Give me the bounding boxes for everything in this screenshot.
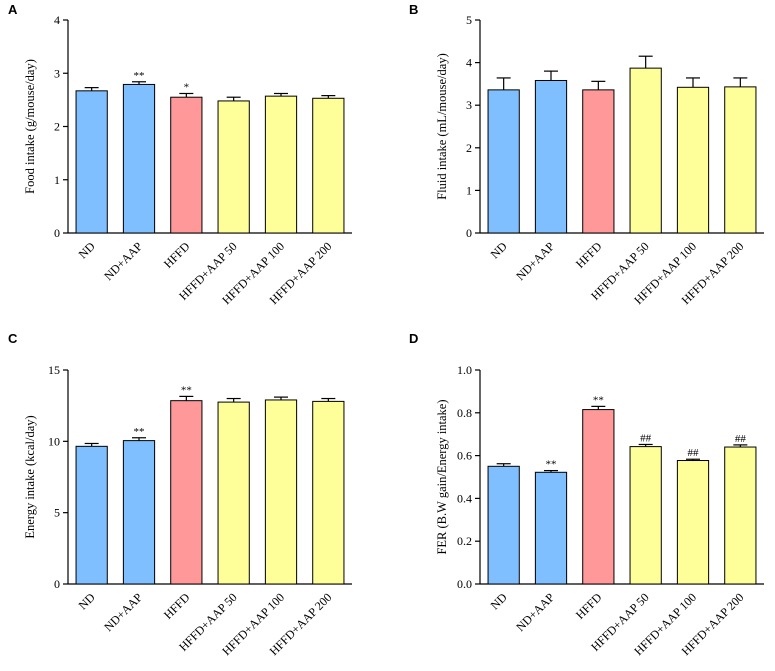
bar-6 — [312, 97, 345, 234]
bar-6 — [724, 446, 757, 585]
bar-2 — [534, 471, 568, 585]
bar-5 — [264, 95, 298, 234]
y-tick-label: 0.0 — [457, 577, 472, 591]
y-tick-label: 0.4 — [457, 491, 472, 505]
y-tick-label: 0 — [54, 226, 60, 240]
bar-6 — [724, 86, 757, 234]
panel-letter: B — [409, 2, 418, 17]
y-tick-label: 1.0 — [457, 363, 472, 377]
bar-1 — [75, 90, 108, 234]
bar-3 — [582, 89, 615, 234]
bar-3 — [170, 96, 203, 234]
x-tick-label: ND+AAP — [101, 590, 145, 634]
y-tick-label: 4 — [466, 56, 472, 70]
bar-4 — [629, 67, 662, 234]
x-tick-label: ND+AAP — [101, 239, 145, 283]
x-tick-label: ND+AAP — [513, 590, 557, 634]
y-axis-title: Fluid intake (mL/mouse/day) — [435, 53, 449, 200]
panel-b: B 0 1 2 3 4 5 Fluid intake (mL/mouse/day) ND ND+A… — [409, 2, 764, 307]
bar-4 — [217, 100, 250, 234]
x-tick-label: HFFD — [573, 239, 605, 271]
panel-letter: A — [8, 2, 18, 17]
x-tick-label: ND — [488, 239, 510, 261]
x-tick-label: ND+AAP — [513, 239, 557, 283]
bar-4 — [217, 401, 250, 585]
y-tick-label: 5 — [54, 506, 60, 520]
x-tick-label: ND — [488, 590, 510, 612]
x-tick-label: HFFD — [161, 239, 193, 271]
bar-1 — [487, 89, 520, 234]
y-tick-label: 1 — [54, 173, 60, 187]
panel-a: A 0 1 2 3 4 Food intake (g/mouse/day) ND ** ND+AA… — [8, 2, 352, 307]
significance-label: ## — [735, 433, 747, 445]
significance-label: ** — [546, 459, 557, 471]
significance-label: ## — [640, 432, 652, 444]
bar-5 — [676, 86, 710, 234]
significance-label: ** — [181, 384, 192, 396]
significance-label: ** — [134, 70, 145, 82]
x-tick-label: HFFD — [573, 590, 605, 622]
x-tick-label: ND — [76, 590, 98, 612]
y-tick-label: 1 — [466, 183, 472, 197]
y-tick-label: 3 — [54, 66, 60, 80]
bar-1 — [75, 445, 108, 585]
x-tick-label: ND — [76, 239, 98, 261]
y-tick-label: 0 — [466, 226, 472, 240]
y-tick-label: 0 — [54, 577, 60, 591]
y-tick-label: 0.2 — [457, 534, 472, 548]
bar-6 — [312, 400, 345, 585]
y-tick-label: 2 — [54, 120, 60, 134]
x-tick-label: HFFD — [161, 590, 193, 622]
y-tick-label: 2 — [466, 141, 472, 155]
y-tick-label: 10 — [48, 434, 60, 448]
y-tick-label: 4 — [54, 13, 60, 27]
bar-1 — [487, 465, 520, 585]
bar-5 — [676, 460, 710, 585]
y-tick-label: 3 — [466, 98, 472, 112]
significance-label: ** — [593, 394, 604, 406]
bar-2 — [122, 440, 156, 585]
bar-3 — [582, 409, 615, 585]
y-tick-label: 0.8 — [457, 406, 472, 420]
panel-c: C 0 5 10 15 Energy intake (kcal/day) ND ** ND+AA… — [8, 331, 352, 658]
significance-label: ## — [688, 447, 700, 459]
y-tick-label: 15 — [48, 363, 60, 377]
y-tick-label: 5 — [466, 13, 472, 27]
y-tick-label: 0.6 — [457, 449, 472, 463]
panel-letter: D — [409, 331, 418, 346]
significance-label: * — [184, 81, 190, 93]
significance-label: ** — [134, 426, 145, 438]
y-axis-title: Energy intake (kcal/day) — [23, 415, 37, 538]
panel-letter: C — [8, 331, 18, 346]
bar-2 — [534, 79, 568, 234]
y-axis-title: FER (B.W gain/Energy intake) — [435, 399, 449, 554]
bar-2 — [122, 83, 156, 234]
y-axis-title: Food intake (g/mouse/day) — [23, 59, 37, 194]
bar-3 — [170, 400, 203, 585]
panel-d: D 0.0 0.2 0.4 0.6 0.8 1.0 FER (B.W gain/Energy … — [409, 331, 764, 658]
bar-5 — [264, 399, 298, 585]
bar-4 — [629, 446, 662, 585]
